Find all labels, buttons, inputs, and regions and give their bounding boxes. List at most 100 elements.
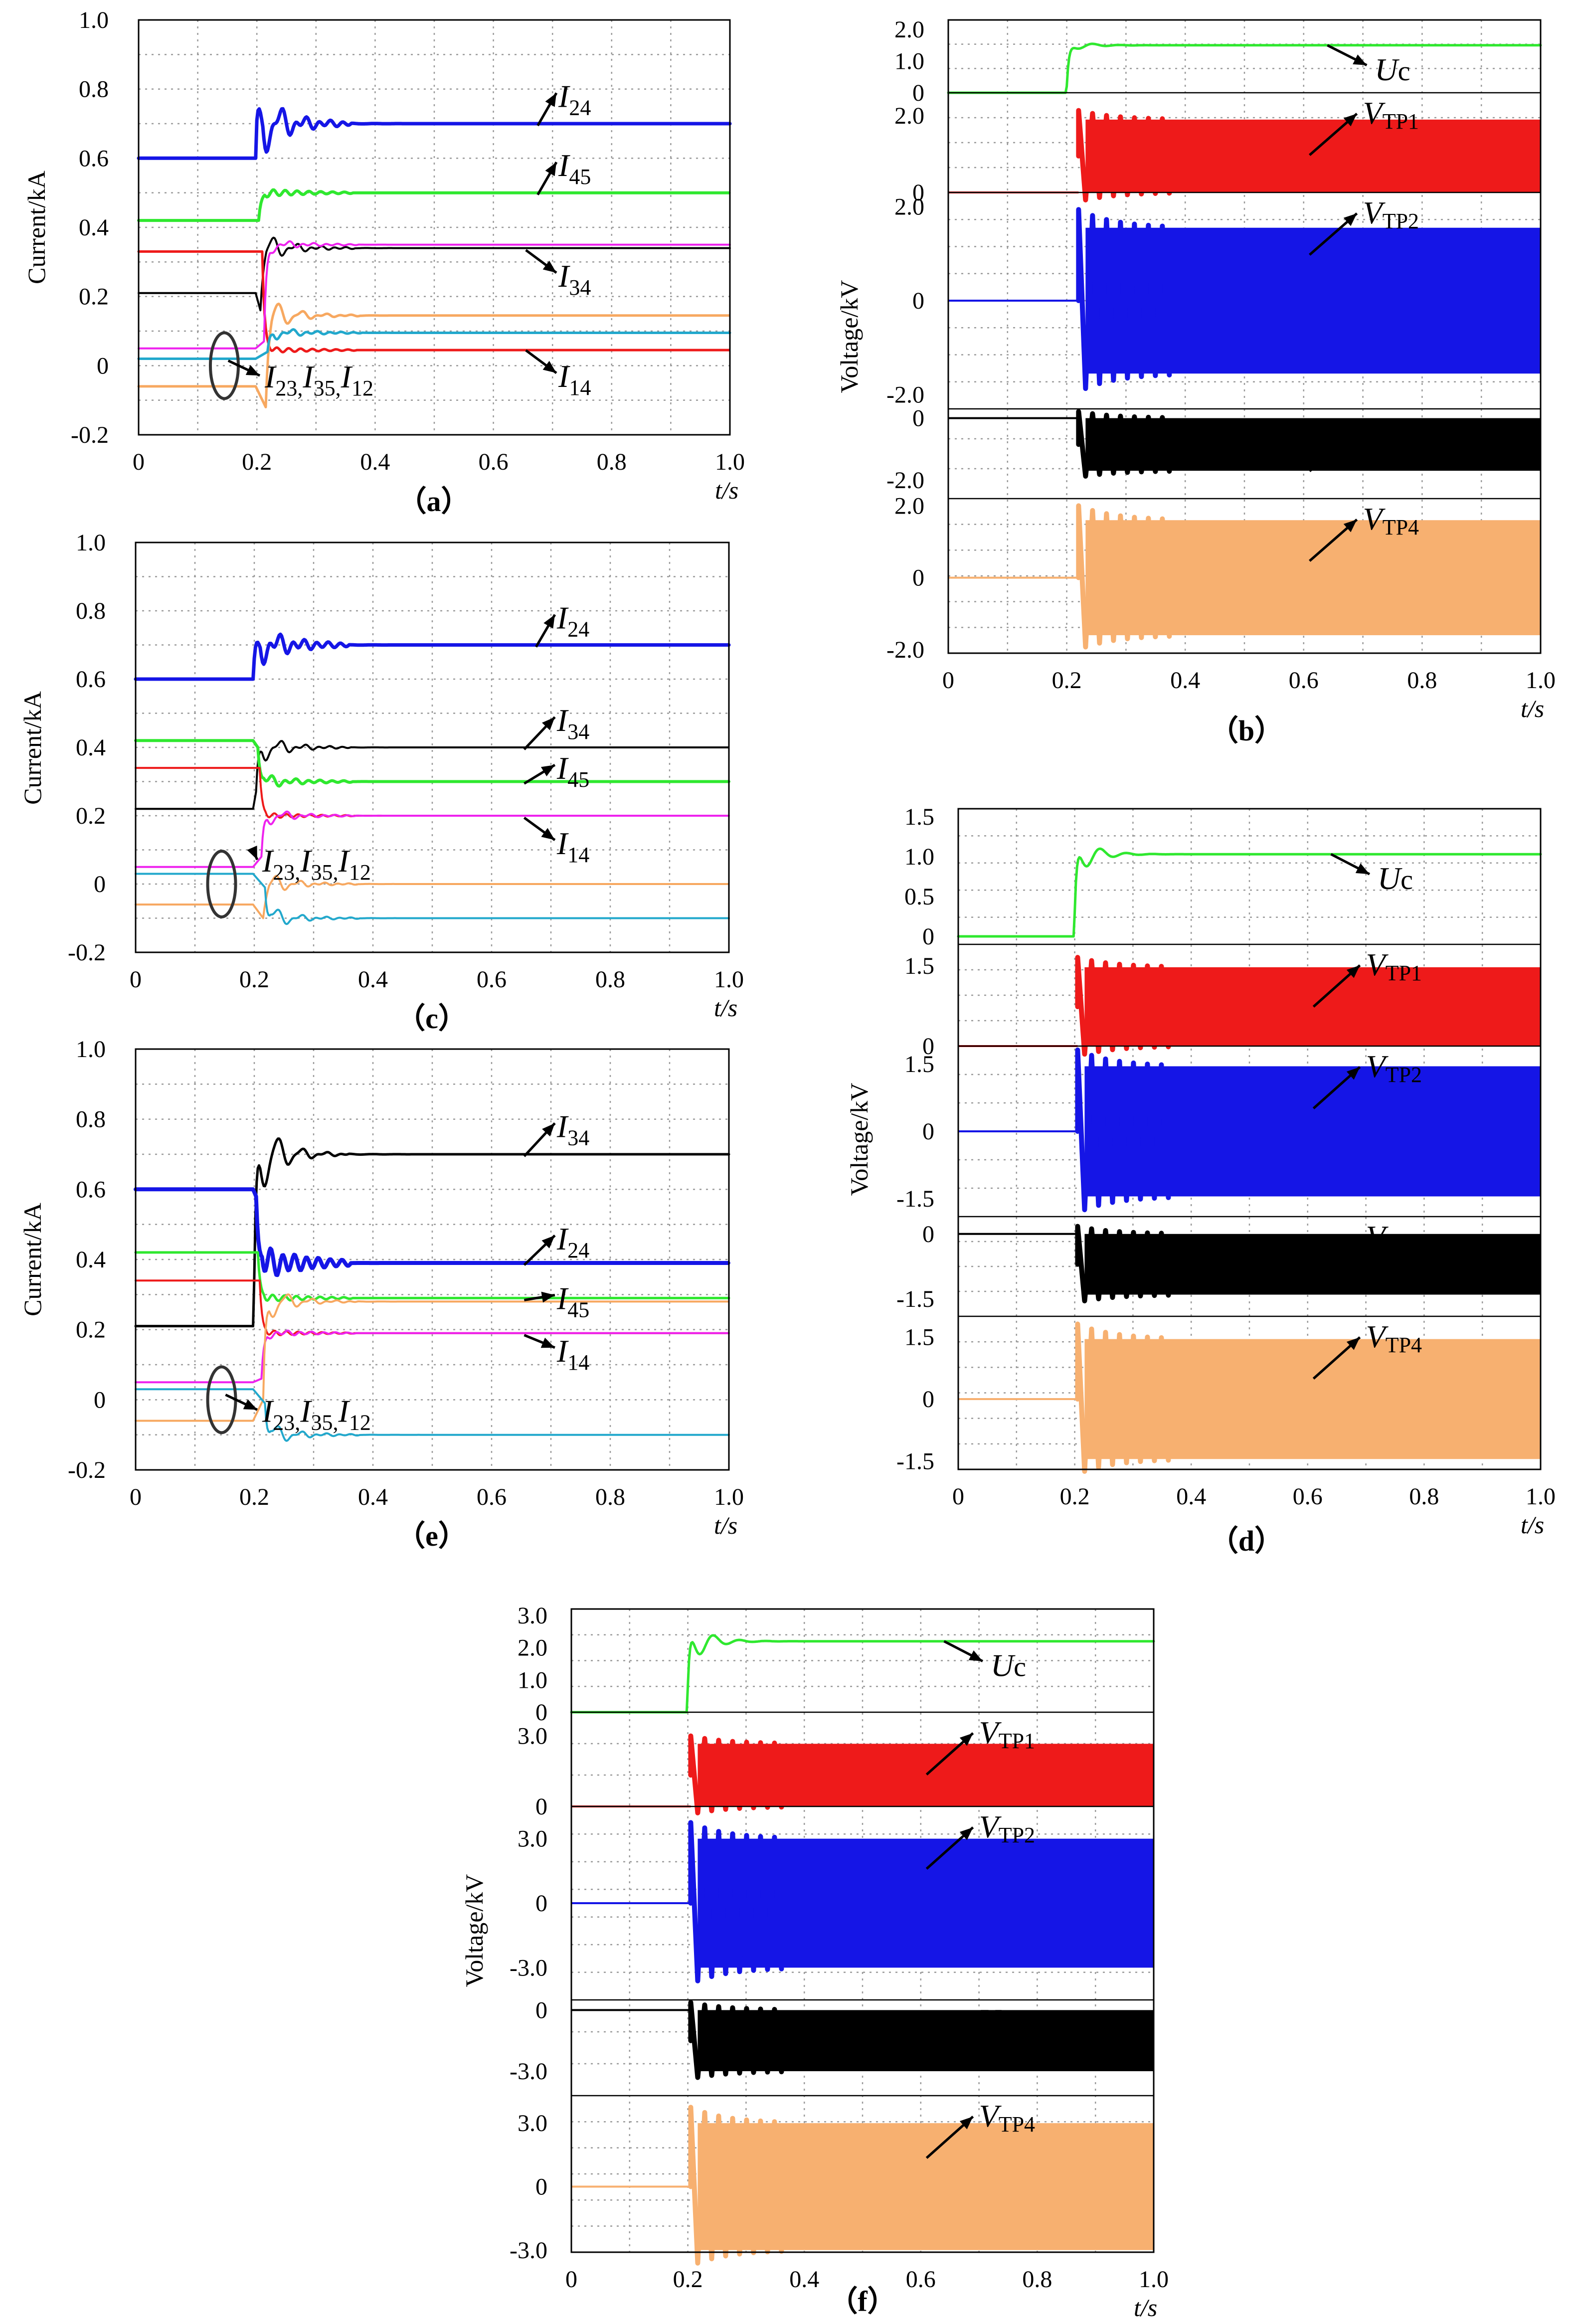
y-tick: 0: [922, 1221, 934, 1248]
strip-VTP1: 2.0 0 VTP1: [894, 92, 1541, 206]
series-VTP1-ringing: [1076, 108, 1172, 202]
y-tick: 0: [94, 871, 106, 897]
y-tick: 0: [97, 353, 109, 379]
plot-frame: [135, 1048, 730, 1471]
x-tick: 0.6: [479, 449, 509, 475]
y-axis-label: Voltage/kV: [835, 280, 863, 393]
plot-frame: [957, 808, 1542, 1470]
series-label-VTP4: VTP4: [1363, 501, 1419, 539]
plot-frame: [135, 541, 730, 953]
y-tick: 0.6: [76, 666, 106, 693]
series-label-VTP2: VTP2: [1366, 1049, 1422, 1087]
y-axis-label: Current/kA: [18, 691, 46, 805]
series-label-I45: I45: [556, 1280, 589, 1322]
series-label-Uc: Uc: [1375, 52, 1410, 87]
y-tick: -1.5: [896, 1186, 934, 1212]
series-label-I45: I45: [556, 750, 589, 792]
plot-frame: [138, 19, 731, 436]
y-tick: 0: [535, 1997, 547, 2023]
x-tick: 0.6: [1293, 1483, 1323, 1510]
label-arrow-VTP2-head: [959, 1827, 973, 1840]
y-tick: 0.4: [79, 214, 109, 241]
y-tick: 0.4: [76, 1247, 106, 1273]
y-tick: 0: [912, 179, 924, 206]
y-tick: -2.0: [886, 467, 924, 494]
x-tick: 1.0: [1526, 667, 1556, 694]
x-tick: 0.2: [1052, 667, 1082, 694]
y-axis-label: Current/kA: [18, 1203, 46, 1316]
strip-VTP3: 0 -2.0 VTP3: [886, 405, 1541, 494]
x-tick: 0: [130, 1484, 142, 1510]
strip-Uc: 3.0 2.0 1.0 0 Uc: [518, 1603, 1155, 1726]
x-tick: 1.0: [1139, 2266, 1169, 2293]
series-label-I14: I14: [556, 1333, 589, 1375]
y-tick: 1.5: [904, 1051, 934, 1077]
x-tick: 0: [130, 966, 142, 993]
x-tick: 0.2: [1060, 1483, 1090, 1510]
series-VTP2-ringing: [1076, 207, 1172, 391]
y-tick: 0.8: [76, 1106, 106, 1133]
series-Uc: [947, 42, 1542, 94]
label-arrow-VTP4-head: [1346, 1337, 1360, 1350]
label-arrow-VTP1-head: [959, 1733, 973, 1746]
panel-label: （f）: [829, 2285, 896, 2318]
y-tick: -3.0: [510, 1955, 547, 1981]
x-axis-label: t/s: [1134, 2294, 1157, 2322]
label-arrow-VTP3-head: [1343, 430, 1357, 443]
panel-f: 3.02.01.00Uc3.00VTP13.00-3.0VTP20-3.0VTP…: [460, 1603, 1169, 2322]
series-label-I34: I34: [556, 1109, 589, 1150]
series-VTP3-ringing: [688, 2000, 784, 2080]
strip-VTP2: 2.0 0 -2.0 VTP2: [886, 191, 1541, 408]
x-tick: 1.0: [714, 966, 744, 993]
series-orange: [135, 875, 729, 919]
series-I24: [137, 107, 732, 160]
y-tick: 2.0: [894, 193, 924, 220]
series-label-I24: I24: [556, 600, 589, 642]
x-tick: 0.4: [1170, 667, 1200, 694]
x-tick: 0.6: [477, 966, 507, 993]
series-VTP4-ringing: [1076, 503, 1172, 650]
series-cyan: [135, 1388, 730, 1442]
x-tick: 0.2: [673, 2266, 703, 2293]
series-I45: [137, 188, 731, 222]
y-tick: -3.0: [510, 2058, 547, 2085]
series-I24: [134, 632, 731, 681]
y-tick: -2.0: [886, 382, 924, 408]
label-arrow-I34-head: [542, 1123, 555, 1137]
x-tick: 0.6: [477, 1484, 507, 1510]
y-tick: 0: [922, 1386, 934, 1413]
x-tick: 0.2: [242, 449, 272, 475]
strip-Uc: 1.5 1.0 0.5 0 Uc: [904, 804, 1542, 950]
label-arrow-I24-head: [541, 1235, 555, 1249]
series-VTP2-ringing: [1075, 1047, 1171, 1213]
group-arrow-head: [243, 1399, 257, 1410]
group-ellipse: [206, 850, 237, 918]
y-tick: 0: [912, 565, 924, 591]
series-I34: [138, 236, 731, 312]
series-label-I24: I24: [558, 79, 591, 120]
series-VTP1-ringing: [688, 1733, 784, 1815]
series-label-VTP3: VTP3: [1366, 1219, 1422, 1257]
series-VTP1-ringing: [1075, 955, 1171, 1057]
y-tick: 3.0: [518, 1723, 547, 1749]
x-tick: 0.4: [360, 449, 390, 475]
y-tick: 0.5: [904, 884, 934, 910]
y-tick: 1.0: [79, 7, 109, 33]
y-tick: 3.0: [518, 1603, 547, 1629]
label-arrow-VTP1-head: [1346, 965, 1360, 978]
y-tick: 0: [922, 1033, 934, 1060]
panel-d: 1.51.00.50Uc1.50VTP11.50-1.5VTP20-1.5VTP…: [845, 804, 1556, 1557]
series-label-VTP3: VTP3: [979, 2002, 1035, 2041]
series-label-VTP1: VTP1: [1366, 947, 1422, 985]
series-VTP4-ringing: [1075, 1321, 1171, 1474]
x-axis-label: t/s: [1521, 695, 1544, 722]
series-label-I14: I14: [558, 358, 591, 400]
series-I45: [134, 739, 730, 788]
series-label-VTP3: VTP3: [1363, 411, 1419, 450]
x-tick: 0.2: [239, 1484, 269, 1510]
x-tick: 0.8: [597, 449, 627, 475]
label-arrow-I14-head: [540, 1337, 555, 1348]
x-tick: 0.8: [1409, 1483, 1439, 1510]
series-label-I34: I34: [558, 258, 591, 300]
y-tick: 2.0: [894, 103, 924, 129]
